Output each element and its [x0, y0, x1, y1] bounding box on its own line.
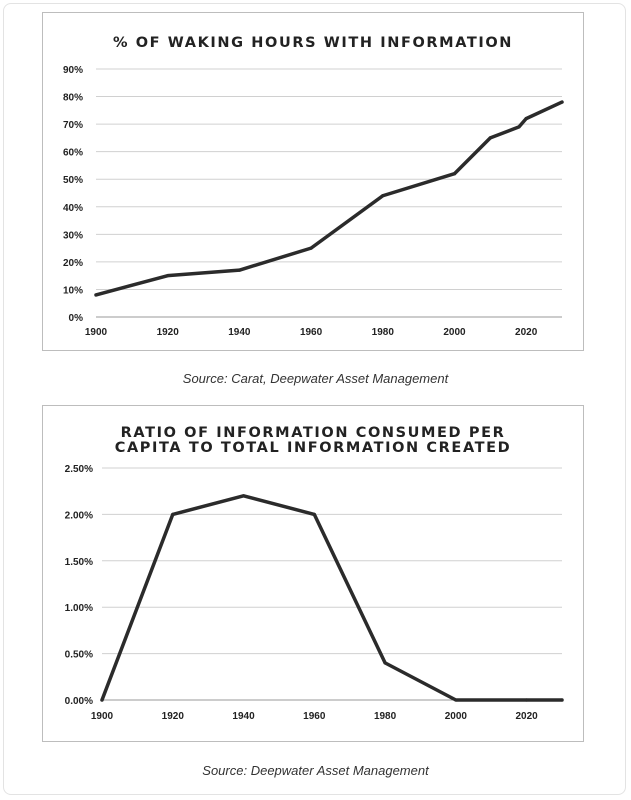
x-tick-label: 1980 [374, 711, 397, 722]
chart-source-caption: Source: Carat, Deepwater Asset Managemen… [182, 371, 449, 386]
chart-source-caption: Source: Deepwater Asset Management [202, 763, 429, 778]
y-tick-label: 0% [69, 313, 84, 324]
y-tick-label: 1.50% [65, 557, 93, 568]
x-tick-label: 1940 [232, 711, 255, 722]
x-tick-label: 1960 [303, 711, 326, 722]
series-line [94, 100, 564, 297]
chart-plot-area: 0.00% 0.50% 1.00% 1.50% 2.00% 2.50% 1900 1920 19… [65, 464, 564, 722]
data-point [166, 274, 170, 278]
data-point [94, 293, 98, 297]
x-tick-label: 1920 [162, 711, 185, 722]
x-tick-label: 2000 [445, 711, 468, 722]
data-point [454, 698, 458, 702]
chart-info-ratio: RATIO OF INFORMATION CONSUMED PER CAPITA… [42, 405, 584, 742]
data-point [517, 125, 521, 129]
y-tick-label: 90% [63, 65, 83, 76]
x-tick-label: 1960 [300, 327, 323, 338]
data-point [525, 698, 529, 702]
series-line [100, 494, 564, 702]
chart-title-line-1: RATIO OF INFORMATION CONSUMED PER [120, 425, 506, 441]
y-tick-label: 60% [63, 148, 83, 159]
data-point [452, 172, 457, 176]
y-tick-label: 2.00% [65, 510, 93, 521]
y-tick-label: 1.00% [65, 603, 93, 614]
x-tick-label: 1900 [85, 327, 108, 338]
data-point [237, 268, 241, 272]
data-point [100, 698, 104, 702]
page-frame [3, 3, 626, 795]
data-point [171, 512, 175, 516]
y-tick-label: 2.50% [65, 464, 93, 475]
data-point [381, 194, 385, 198]
x-tick-label: 2000 [443, 327, 466, 338]
data-point [560, 698, 564, 702]
data-point [241, 494, 246, 498]
chart-title-line-2: CAPITA TO TOTAL INFORMATION CREATED [114, 440, 512, 456]
y-tick-label: 10% [63, 285, 83, 296]
y-tick-label: 40% [63, 203, 83, 214]
x-tick-label: 1980 [372, 327, 395, 338]
data-point [524, 117, 528, 121]
data-point [488, 136, 492, 140]
y-tick-label: 50% [63, 175, 83, 186]
x-tick-label: 1920 [157, 327, 180, 338]
data-point [383, 661, 387, 665]
y-tick-label: 20% [63, 258, 83, 269]
data-point [312, 512, 316, 516]
y-tick-label: 0.00% [65, 696, 93, 707]
x-tick-label: 1940 [228, 327, 251, 338]
data-point [309, 246, 313, 250]
chart-plot-area: 0% 10% 20% 30% 40% 50% 60% 70% 80% 90% 1900 1920 194… [63, 65, 564, 338]
y-tick-label: 0.50% [65, 650, 93, 661]
x-tick-label: 2020 [515, 711, 538, 722]
chart-title: RATIO OF INFORMATION CONSUMED PER CAPITA… [43, 426, 583, 456]
data-point [560, 100, 564, 104]
y-tick-label: 70% [63, 120, 83, 131]
chart-title: % OF WAKING HOURS WITH INFORMATION [112, 35, 514, 51]
chart-waking-hours: % OF WAKING HOURS WITH INFORMATION 0% 10%… [42, 12, 584, 351]
y-tick-label: 80% [63, 93, 83, 104]
x-tick-label: 2020 [515, 327, 538, 338]
x-tick-label: 1900 [91, 711, 114, 722]
y-tick-label: 30% [63, 230, 83, 241]
